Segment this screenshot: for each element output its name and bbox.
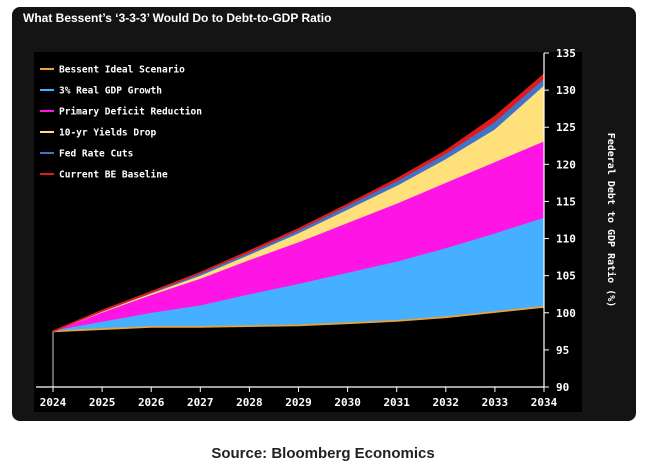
areas-layer	[53, 74, 544, 387]
x-tick-label: 2028	[236, 396, 263, 409]
chart-title: What Bessent’s ‘3-3-3’ Would Do to Debt-…	[23, 11, 332, 25]
y-tick-label: 95	[556, 344, 569, 357]
x-tick-label: 2030	[334, 396, 361, 409]
y-axis-label: Federal Debt to GDP Ratio (%)	[605, 133, 617, 308]
axes-layer: 90 95 100 105 110 115 120 125 130 135 2024 2025 2026…	[36, 47, 617, 409]
x-tick-label: 2032	[433, 396, 460, 409]
x-tick-label: 2027	[187, 396, 214, 409]
area-3-real-gdp-growth	[53, 218, 544, 332]
x-tick-label: 2034	[531, 396, 558, 409]
line-3-real-gdp-growth	[52, 217, 545, 332]
y-tick-label: 110	[556, 233, 576, 246]
legend-label: Fed Rate Cuts	[59, 149, 133, 160]
y-tick-label: 125	[556, 121, 576, 134]
legend-layer: Bessent Ideal Scenario 3% Real GDP Growth…	[40, 65, 202, 181]
x-tick-label: 2026	[138, 396, 165, 409]
x-tick-label: 2033	[482, 396, 509, 409]
legend-label: Primary Deficit Reduction	[59, 107, 202, 118]
chart-svg: 90 95 100 105 110 115 120 125 130 135 2024 2025 2026…	[36, 47, 617, 409]
legend-label: 3% Real GDP Growth	[59, 86, 162, 97]
area-primary-deficit-reduction	[53, 142, 544, 332]
lines-layer	[52, 73, 545, 333]
x-tick-label: 2031	[383, 396, 410, 409]
line-primary-deficit-reduction	[52, 141, 545, 332]
area-bessent-ideal-scenario	[53, 306, 544, 387]
source-caption: Source: Bloomberg Economics	[211, 445, 435, 462]
y-tick-label: 90	[556, 381, 569, 394]
legend-label: 10-yr Yields Drop	[59, 128, 157, 139]
line-bessent-ideal-scenario	[52, 305, 545, 333]
chart-card: What Bessent’s ‘3-3-3’ Would Do to Debt-…	[12, 7, 636, 421]
line-current-be-baseline	[52, 73, 545, 333]
y-tick-label: 120	[556, 158, 576, 171]
y-tick-label: 115	[556, 195, 576, 208]
x-tick-label: 2029	[285, 396, 312, 409]
y-tick-label: 130	[556, 84, 576, 97]
y-tick-label: 100	[556, 307, 576, 320]
y-tick-label: 135	[556, 47, 576, 60]
y-tick-label: 105	[556, 270, 576, 283]
line-10-yr-yields-drop	[52, 85, 545, 332]
legend-label: Current BE Baseline	[59, 170, 168, 181]
x-tick-label: 2024	[40, 396, 67, 409]
x-tick-label: 2025	[89, 396, 116, 409]
legend-label: Bessent Ideal Scenario	[59, 65, 185, 76]
